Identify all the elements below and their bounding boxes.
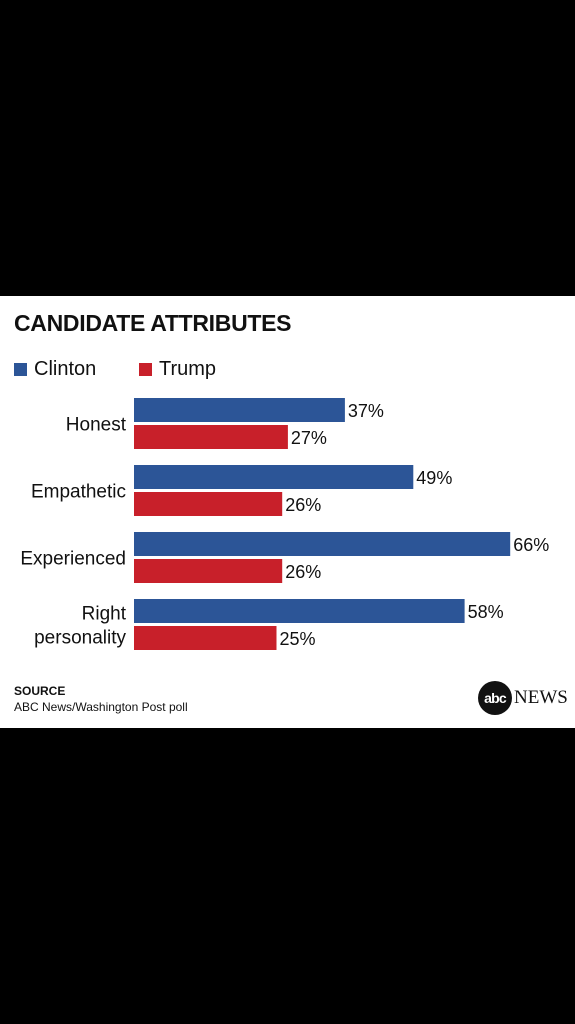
data-label-trump: 25% [280, 629, 316, 649]
legend-label-clinton: Clinton [34, 358, 97, 380]
category-label: Right [82, 604, 127, 625]
data-label-trump: 27% [291, 428, 327, 448]
bar-trump [134, 626, 277, 650]
source-label: SOURCE [14, 684, 66, 698]
data-label-trump: 26% [285, 495, 321, 515]
abc-news-logo: abc NEWS [478, 681, 568, 715]
bar-chart: Honest 37% 27% Empathetic 49% 26% Experienced 6… [20, 398, 549, 650]
bar-clinton [134, 532, 511, 556]
legend-label-trump: Trump [159, 358, 217, 380]
data-label-clinton: 49% [416, 468, 452, 488]
data-label-clinton: 58% [468, 602, 504, 622]
bar-trump [134, 425, 288, 449]
legend-swatch-clinton [14, 363, 27, 376]
legend-item-clinton: Clinton [14, 358, 96, 381]
category-label: Empathetic [31, 482, 126, 503]
data-label-clinton: 66% [513, 535, 549, 555]
legend-swatch-trump [139, 363, 152, 376]
category-label: personality [34, 628, 126, 649]
bar-trump [134, 559, 283, 583]
chart-title: CANDIDATE ATTRIBUTES [14, 310, 292, 336]
legend-item-trump: Trump [139, 358, 216, 381]
source-text: ABC News/Washington Post poll [14, 700, 188, 714]
data-label-trump: 26% [285, 562, 321, 582]
category-label: Honest [66, 415, 127, 436]
bar-clinton [134, 465, 414, 489]
abc-logo-word: NEWS [514, 687, 568, 708]
bar-trump [134, 492, 283, 516]
bar-clinton [134, 398, 345, 422]
chart-card: CANDIDATE ATTRIBUTES Clinton Trump Hones… [0, 296, 575, 728]
abc-logo-circle: abc [478, 681, 512, 715]
bar-clinton [134, 599, 465, 623]
category-label: Experienced [20, 549, 126, 570]
data-label-clinton: 37% [348, 401, 384, 421]
